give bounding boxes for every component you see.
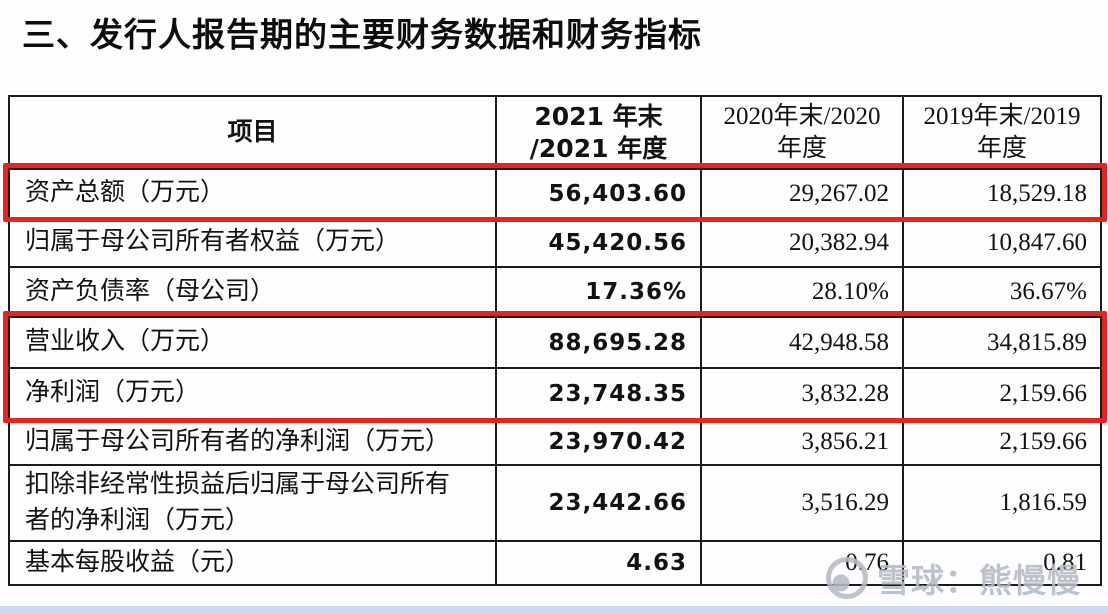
row-label: 资产总额（万元） (8, 168, 497, 219)
table-row: 基本每股收益（元） 4.63 0.76 0.81 (8, 540, 1102, 586)
value-2019: 36.67% (902, 266, 1102, 318)
value-2019: 18,529.18 (902, 168, 1102, 219)
value-2019: 2,159.66 (902, 418, 1102, 466)
value-2021: 17.36% (495, 266, 702, 318)
value-2020: 29,267.02 (700, 168, 904, 219)
page-title: 三、发行人报告期的主要财务数据和财务指标 (22, 15, 702, 54)
value-2021: 23,442.66 (495, 464, 702, 542)
value-2021: 88,695.28 (495, 316, 702, 369)
value-2021: 45,420.56 (495, 217, 702, 268)
row-label: 营业收入（万元） (8, 316, 497, 369)
row-label: 归属于母公司所有者的净利润（万元） (8, 418, 497, 466)
row-label: 基本每股收益（元） (8, 540, 497, 586)
column-header-2021: 2021 年末 /2021 年度 (495, 95, 702, 170)
value-2019: 10,847.60 (902, 217, 1102, 268)
table-row: 资产总额（万元） 56,403.60 29,267.02 18,529.18 (8, 168, 1102, 219)
row-label: 净利润（万元） (8, 367, 497, 420)
value-2020: 28.10% (700, 266, 904, 318)
value-2019: 1,816.59 (902, 464, 1102, 542)
row-label: 资产负债率（母公司） (8, 266, 497, 318)
table-body: 资产总额（万元） 56,403.60 29,267.02 18,529.18 归属于母公… (8, 168, 1102, 586)
value-2021: 4.63 (495, 540, 702, 586)
table-row: 营业收入（万元） 88,695.28 42,948.58 34,815.89 (8, 316, 1102, 369)
value-2020: 3,832.28 (700, 367, 904, 420)
column-header-2020: 2020年末/2020 年度 (700, 95, 904, 170)
table-row: 归属于母公司所有者的净利润（万元） 23,970.42 3,856.21 2,159.… (8, 418, 1102, 466)
table-header-row: 项目 2021 年末 /2021 年度 2020年末/2020 年度 2019年… (8, 95, 1102, 170)
value-2020: 20,382.94 (700, 217, 904, 268)
table-row: 扣除非经常性损益后归属于母公司所有 者的净利润（万元） 23,442.66 3,51… (8, 464, 1102, 542)
value-2021: 23,748.35 (495, 367, 702, 420)
value-2020: 3,856.21 (700, 418, 904, 466)
value-2020: 42,948.58 (700, 316, 904, 369)
row-label: 扣除非经常性损益后归属于母公司所有 者的净利润（万元） (8, 464, 497, 542)
value-2019: 2,159.66 (902, 367, 1102, 420)
value-2020: 0.76 (700, 540, 904, 586)
table-row: 净利润（万元） 23,748.35 3,832.28 2,159.66 (8, 367, 1102, 420)
table-row: 归属于母公司所有者权益（万元） 45,420.56 20,382.94 10,847.… (8, 217, 1102, 268)
column-header-2019: 2019年末/2019 年度 (902, 95, 1102, 170)
page-bottom-strip (0, 606, 1108, 614)
value-2019: 34,815.89 (902, 316, 1102, 369)
row-label: 归属于母公司所有者权益（万元） (8, 217, 497, 268)
table-row: 资产负债率（母公司） 17.36% 28.10% 36.67% (8, 266, 1102, 318)
financial-data-table: 项目 2021 年末 /2021 年度 2020年末/2020 年度 2019年… (8, 95, 1102, 586)
value-2021: 23,970.42 (495, 418, 702, 466)
value-2020: 3,516.29 (700, 464, 904, 542)
column-header-item: 项目 (8, 95, 497, 170)
value-2019: 0.81 (902, 540, 1102, 586)
value-2021: 56,403.60 (495, 168, 702, 219)
